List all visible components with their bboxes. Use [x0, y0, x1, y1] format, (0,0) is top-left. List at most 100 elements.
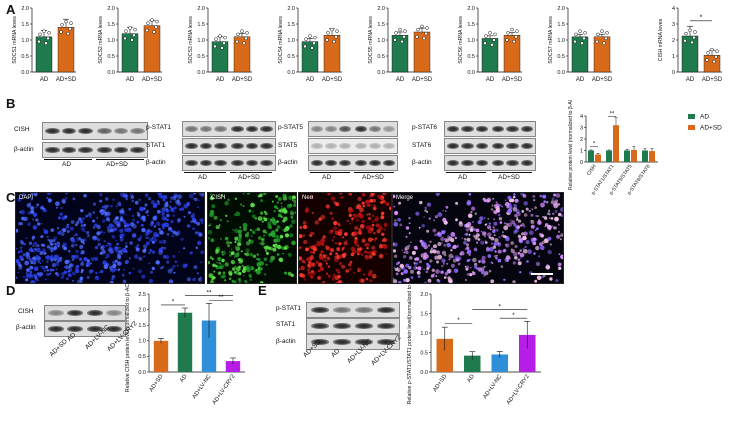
- cell-nucleus: [170, 198, 173, 200]
- cell-nucleus: [98, 271, 101, 274]
- cell-nucleus: [473, 235, 478, 239]
- cell-nucleus: [222, 271, 226, 275]
- cell-nucleus: [234, 245, 237, 248]
- data-point: [492, 38, 496, 42]
- cell-nucleus: [75, 265, 79, 270]
- cell-nucleus: [334, 275, 340, 281]
- cell-nucleus: [100, 269, 104, 274]
- data-point: [123, 36, 127, 41]
- cell-nucleus: [466, 221, 472, 227]
- cell-nucleus: [121, 273, 125, 277]
- cell-nucleus: [129, 223, 132, 225]
- cell-nucleus: [465, 265, 470, 269]
- cell-nucleus: [108, 223, 114, 228]
- cell-nucleus: [229, 253, 232, 257]
- cell-nucleus: [299, 256, 302, 261]
- cell-nucleus: [67, 259, 71, 263]
- tick-label: 2.0: [557, 6, 565, 12]
- cell-nucleus: [218, 224, 221, 226]
- cell-nucleus: [366, 251, 370, 255]
- tick-label: 1: [580, 148, 583, 154]
- cell-nucleus: [350, 208, 354, 213]
- data-point: [578, 29, 582, 33]
- cell-nucleus: [238, 236, 242, 240]
- tick-label: 3: [672, 22, 675, 28]
- cell-nucleus: [554, 199, 558, 203]
- sig-star: *: [700, 14, 703, 21]
- cell-nucleus: [397, 217, 401, 222]
- cell-nucleus: [68, 273, 72, 277]
- cell-nucleus: [487, 218, 490, 220]
- tick-label: 0.5: [197, 54, 205, 60]
- cell-nucleus: [405, 226, 410, 230]
- blot-row-label: p-STAT1: [146, 124, 172, 131]
- cell-nucleus: [66, 277, 69, 280]
- x-tick-label: AD+SD: [502, 77, 523, 83]
- cell-nucleus: [325, 272, 328, 275]
- cell-nucleus: [466, 243, 469, 247]
- bar: [225, 361, 241, 372]
- cell-nucleus: [557, 223, 560, 226]
- cell-nucleus: [559, 238, 562, 241]
- tick-label: 2.5: [138, 292, 146, 298]
- data-point: [152, 30, 156, 34]
- tick-label: 1.5: [197, 22, 205, 28]
- cell-nucleus: [345, 269, 349, 273]
- cell-nucleus: [293, 203, 296, 207]
- data-point: [128, 26, 132, 30]
- cell-nucleus: [35, 218, 39, 222]
- cell-nucleus: [40, 235, 44, 239]
- cell-nucleus: [283, 209, 288, 214]
- group-label: AD+SD: [238, 174, 260, 181]
- cell-nucleus: [65, 193, 68, 195]
- cell-nucleus: [378, 253, 384, 259]
- cell-nucleus: [265, 249, 267, 252]
- data-point: [605, 31, 609, 35]
- data-point: [235, 39, 239, 44]
- cell-nucleus: [560, 207, 563, 212]
- cell-nucleus: [426, 262, 429, 266]
- cell-nucleus: [424, 206, 427, 210]
- cell-nucleus: [488, 236, 491, 239]
- cell-nucleus: [310, 232, 312, 234]
- cell-nucleus: [252, 211, 254, 213]
- cell-nucleus: [53, 246, 58, 250]
- cell-nucleus: [213, 215, 218, 220]
- cell-nucleus: [308, 271, 310, 274]
- panel-e-chart: 0.0 0.5 1.0 1.5 2.0 Relative p-STAT1/STAT1 pr…: [405, 261, 565, 418]
- data-point: [42, 29, 46, 33]
- cell-nucleus: [268, 232, 273, 237]
- cell-nucleus: [55, 206, 58, 209]
- blot-strip: [182, 121, 276, 137]
- cell-nucleus: [271, 217, 275, 222]
- cell-nucleus: [237, 239, 241, 243]
- cell-nucleus: [72, 271, 76, 276]
- bar: [177, 312, 193, 372]
- cell-nucleus: [490, 242, 493, 245]
- cell-nucleus: [245, 241, 251, 246]
- cell-nucleus: [453, 268, 459, 273]
- blot-strip: [444, 138, 536, 154]
- cell-nucleus: [30, 280, 36, 283]
- cell-nucleus: [201, 222, 204, 224]
- cell-nucleus: [150, 200, 155, 205]
- sig-star: **: [218, 294, 224, 301]
- cell-nucleus: [503, 235, 507, 239]
- cell-nucleus: [90, 269, 94, 273]
- cell-nucleus: [80, 262, 84, 266]
- cell-nucleus: [238, 265, 241, 269]
- cell-nucleus: [543, 200, 547, 203]
- cell-nucleus: [450, 263, 455, 268]
- cell-nucleus: [435, 275, 438, 277]
- group-label: AD+SD: [106, 161, 128, 168]
- cell-nucleus: [454, 255, 460, 260]
- cell-nucleus: [287, 271, 292, 276]
- cell-nucleus: [335, 242, 337, 244]
- cell-nucleus: [76, 250, 79, 253]
- cell-nucleus: [190, 220, 193, 223]
- cell-nucleus: [230, 248, 233, 251]
- cell-nucleus: [481, 255, 486, 260]
- tick-label: 1.0: [557, 38, 565, 44]
- cell-nucleus: [375, 223, 380, 228]
